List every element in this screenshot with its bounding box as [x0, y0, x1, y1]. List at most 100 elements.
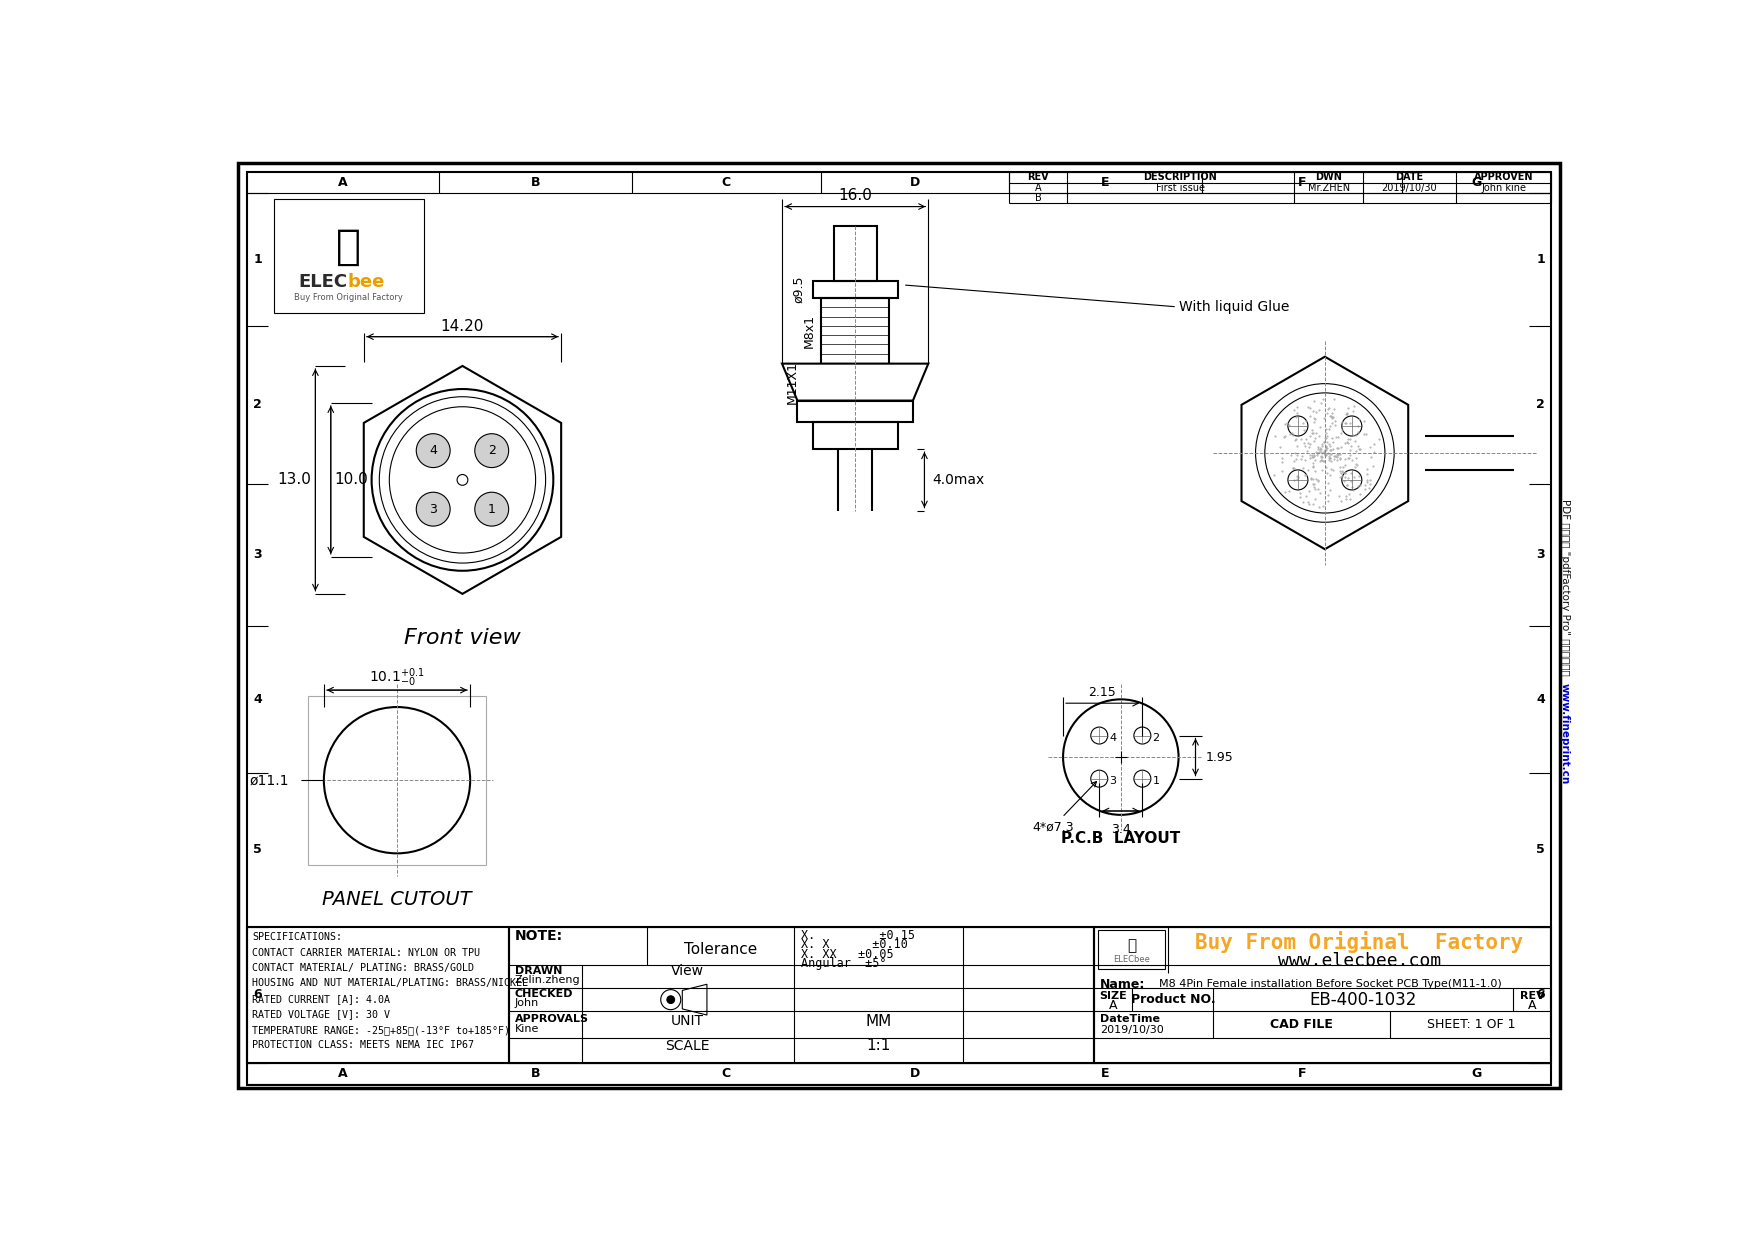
Circle shape [1343, 415, 1362, 436]
Text: Product NO.: Product NO. [1130, 993, 1216, 1006]
Text: View: View [670, 965, 704, 978]
Text: With liquid Glue: With liquid Glue [1179, 300, 1288, 314]
Circle shape [1288, 415, 1307, 436]
Text: Angular  ±5°: Angular ±5° [802, 957, 886, 970]
Text: REV: REV [1520, 991, 1544, 1001]
Text: HOUSING AND NUT MATERIAL/PLATING: BRASS/NICKEL: HOUSING AND NUT MATERIAL/PLATING: BRASS/… [253, 978, 528, 988]
Bar [247, 926, 509, 1063]
Circle shape [1343, 470, 1362, 490]
Polygon shape [683, 985, 707, 1016]
Text: 6: 6 [1536, 988, 1544, 1001]
Text: 2: 2 [488, 444, 495, 458]
Text: 4: 4 [1536, 693, 1544, 706]
Bar [834, 226, 878, 281]
Text: SPECIFICATIONS:: SPECIFICATIONS: [253, 932, 342, 942]
Text: SIZE: SIZE [1099, 991, 1127, 1001]
Text: A: A [1529, 999, 1536, 1012]
Text: MM: MM [865, 1014, 892, 1029]
Circle shape [416, 434, 449, 467]
Text: DRAWN: DRAWN [514, 966, 562, 976]
Text: ELEC: ELEC [298, 273, 347, 291]
Bar [813, 281, 897, 298]
Text: SCALE: SCALE [665, 1039, 711, 1053]
Text: 🐝: 🐝 [337, 226, 362, 268]
Text: 4.0max: 4.0max [932, 472, 985, 487]
Text: X. XX   ±0.05: X. XX ±0.05 [802, 947, 893, 961]
Circle shape [476, 434, 509, 467]
Text: 13.0: 13.0 [277, 472, 312, 487]
Text: 4: 4 [1109, 733, 1116, 743]
Text: Buy From Original  Factory: Buy From Original Factory [1195, 931, 1523, 952]
Text: 2: 2 [1536, 398, 1544, 412]
Text: SHEET: 1 OF 1: SHEET: 1 OF 1 [1427, 1018, 1515, 1030]
Text: $10.1^{+0.1}_{-0}$: $10.1^{+0.1}_{-0}$ [369, 666, 425, 689]
Polygon shape [363, 366, 562, 594]
Text: 3.4: 3.4 [1111, 823, 1130, 836]
Text: Zelin.zheng: Zelin.zheng [514, 976, 581, 986]
Text: C: C [721, 176, 730, 190]
Text: 2: 2 [1153, 733, 1160, 743]
Text: F: F [1297, 176, 1306, 190]
Text: 6: 6 [253, 988, 261, 1001]
Text: 10.0: 10.0 [335, 472, 369, 487]
Bar [797, 401, 913, 422]
Text: 1: 1 [1536, 253, 1544, 267]
Text: 3: 3 [1109, 776, 1116, 786]
Circle shape [1134, 727, 1151, 744]
Text: DESCRIPTION: DESCRIPTION [1144, 172, 1218, 182]
Text: 1:1: 1:1 [865, 1038, 890, 1053]
Circle shape [660, 990, 681, 1009]
Text: DWN: DWN [1314, 172, 1343, 182]
Text: 3: 3 [430, 502, 437, 516]
Text: Kine: Kine [514, 1024, 539, 1034]
Bar [821, 298, 890, 363]
Text: RATED VOLTAGE [V]: 30 V: RATED VOLTAGE [V]: 30 V [253, 1009, 390, 1019]
Text: CHECKED: CHECKED [514, 990, 574, 999]
Text: 1: 1 [253, 253, 261, 267]
Text: NOTE:: NOTE: [514, 929, 563, 942]
Text: Front view: Front view [404, 627, 521, 647]
Text: bee: bee [347, 273, 384, 291]
Text: CONTACT CARRIER MATERIAL: NYLON OR TPU: CONTACT CARRIER MATERIAL: NYLON OR TPU [253, 947, 481, 957]
Text: M8x1: M8x1 [804, 314, 816, 347]
Text: 5: 5 [1536, 843, 1544, 856]
Text: M8 4Pin Female installation Before Socket PCB Type(M11-1.0): M8 4Pin Female installation Before Socke… [1160, 980, 1502, 990]
Text: 1.95: 1.95 [1206, 750, 1234, 764]
Circle shape [667, 996, 674, 1003]
Text: PROTECTION CLASS: MEETS NEMA IEC IP67: PROTECTION CLASS: MEETS NEMA IEC IP67 [253, 1040, 474, 1050]
Text: 1: 1 [1153, 776, 1160, 786]
Text: C: C [721, 1068, 730, 1080]
Text: 2019/10/30: 2019/10/30 [1100, 1025, 1164, 1035]
Text: G: G [1471, 1068, 1481, 1080]
Text: PDF 文件使用 "pdfFactory Pro" 试用版本创建: PDF 文件使用 "pdfFactory Pro" 试用版本创建 [1560, 500, 1571, 676]
Text: Name:: Name: [1100, 978, 1146, 991]
Text: ø11.1: ø11.1 [249, 774, 290, 787]
Text: D: D [909, 176, 920, 190]
Text: DATE: DATE [1395, 172, 1423, 182]
Text: X.         ±0.15: X. ±0.15 [802, 929, 916, 942]
Text: M11X1: M11X1 [786, 361, 799, 403]
Text: 4: 4 [430, 444, 437, 458]
Text: 2: 2 [253, 398, 261, 412]
Circle shape [476, 492, 509, 526]
Text: 5: 5 [253, 843, 261, 856]
Bar [813, 422, 897, 449]
Bar [274, 198, 425, 312]
Bar [509, 926, 1093, 1063]
Text: 🐝: 🐝 [1127, 939, 1135, 954]
Text: 2019/10/30: 2019/10/30 [1381, 184, 1437, 193]
Text: E: E [1100, 176, 1109, 190]
Text: A: A [1109, 999, 1118, 1012]
Text: A: A [1035, 184, 1041, 193]
Circle shape [372, 389, 553, 570]
Text: 4*ø7.3: 4*ø7.3 [1032, 781, 1097, 833]
Text: 14.20: 14.20 [441, 319, 484, 334]
Text: 3: 3 [1536, 548, 1544, 562]
Text: ø9.5: ø9.5 [793, 277, 806, 304]
Circle shape [1092, 770, 1107, 787]
Text: ELECbee: ELECbee [1113, 955, 1150, 965]
Text: 1: 1 [488, 502, 495, 516]
Polygon shape [783, 363, 928, 401]
Text: APPROVEN: APPROVEN [1474, 172, 1534, 182]
Text: DateTime: DateTime [1100, 1014, 1160, 1024]
